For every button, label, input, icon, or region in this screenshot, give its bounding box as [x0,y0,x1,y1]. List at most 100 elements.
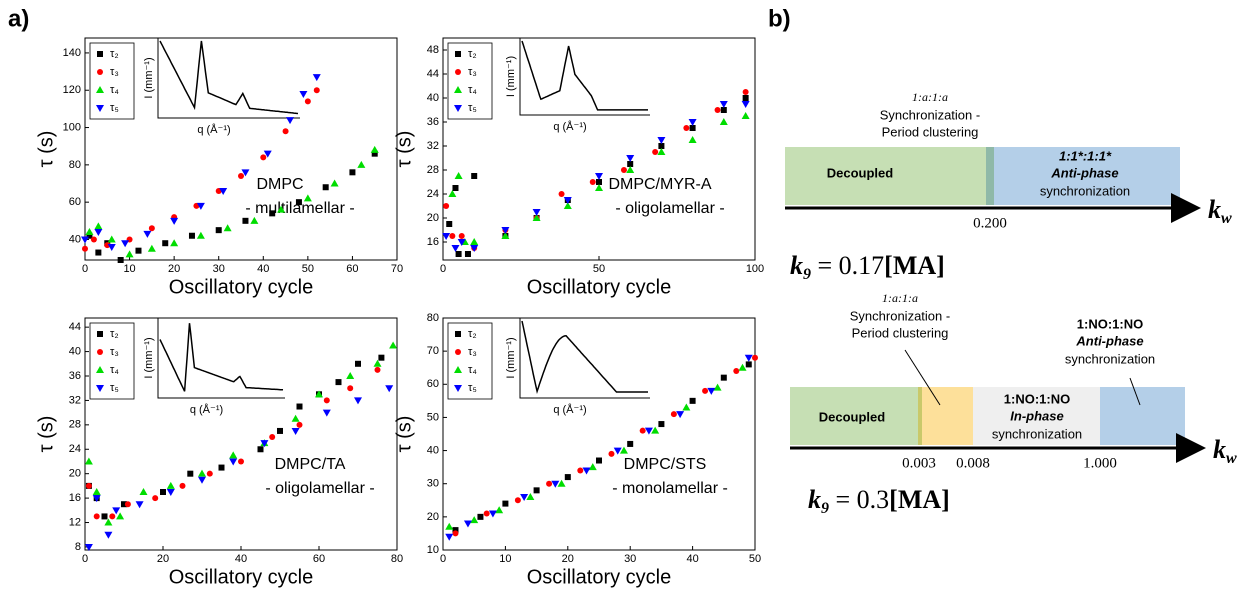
point [451,245,460,252]
legend-marker [454,105,462,112]
point [689,125,696,131]
point [304,98,311,105]
x-tick-label: 10 [499,553,511,565]
legend-label: τ₂ [110,48,119,60]
label: 1:NO:1:NO [1004,391,1070,406]
y-tick-label: 40 [69,233,81,245]
point [589,179,596,185]
point [644,427,653,435]
legend-marker [454,366,462,373]
point [471,173,478,179]
point [608,450,615,457]
x-axis-label: Oscillatory cycle [169,276,313,298]
y-tick-label: 30 [427,478,439,490]
point [620,167,627,173]
point [170,239,179,247]
point [551,480,560,488]
point [170,217,179,225]
axis-var: kw [1213,435,1237,467]
point [488,510,497,518]
point [720,374,727,381]
label: Synchronization - [850,308,950,323]
point [196,231,205,239]
point [85,228,94,236]
y-tick-label: 16 [427,236,439,248]
inset-y-label: I (mm⁻¹) [505,337,517,378]
point [582,467,591,475]
annotation: DMPC/TA [275,456,346,473]
point [107,235,116,243]
point [389,341,398,349]
point [577,467,584,474]
point [242,217,249,224]
point [374,366,381,373]
point [448,190,457,197]
point [238,458,244,465]
point [741,101,750,108]
point [85,482,92,489]
x-tick-label: 50 [749,553,761,565]
y-tick-label: 140 [63,47,81,59]
point [330,179,339,187]
point [315,390,323,398]
point [452,185,459,191]
y-tick-label: 32 [69,394,81,406]
point [250,216,259,224]
point [143,230,152,238]
plot-frame [442,317,756,551]
annotation: DMPC/STS [624,456,707,473]
point [322,409,331,417]
point [514,497,521,504]
point [215,227,222,234]
scatter-chart: 0 20 40 60 80 8 12 16 20 24 28 32 36 40 44 Oscillatory … [35,317,403,588]
label: synchronization [992,426,1082,441]
region-decoupled [790,387,920,445]
x-tick-label: 70 [391,263,403,275]
point [187,470,194,477]
x-tick-label: 20 [157,553,169,565]
region-in-phase [973,387,1100,445]
point [94,229,103,237]
y-tick-label: 40 [427,444,439,456]
point [93,513,100,520]
point [84,543,93,551]
point [124,501,131,508]
y-tick-label: 40 [69,345,81,357]
axis-var: kw [1208,195,1232,227]
point [445,533,454,541]
point [742,95,749,101]
inset-curve [159,40,299,115]
point [121,501,127,508]
point [188,232,195,239]
point [470,516,479,524]
point [470,245,479,252]
point [558,191,565,197]
point [657,137,666,144]
x-tick-label: 0 [440,553,446,565]
point [464,251,471,257]
point [596,457,602,464]
x-tick-label: 60 [313,553,325,565]
point [452,530,459,537]
point [312,74,321,82]
pointer [904,349,941,406]
point [81,236,89,244]
point [502,500,509,507]
point [658,143,665,149]
scatter-chart: 0 50 100 16 20 24 28 32 36 40 44 48 Oscillatory cycl… [393,37,764,298]
y-tick-label: 28 [427,164,439,176]
y-axis-label: τ (s) [393,131,415,168]
y-tick-label: 12 [69,516,81,528]
point [277,427,283,434]
tick-label: 0.008 [956,455,990,471]
point [229,451,238,459]
pointer [1129,377,1141,406]
x-tick-label: 30 [213,263,225,275]
annotation: DMPC/MYR-A [608,176,711,193]
region-anti-phase [994,147,1180,205]
tick-label: 0.003 [902,455,936,471]
y-tick-label: 44 [69,321,81,333]
x-tick-label: 20 [168,263,180,275]
region-clustering [922,387,973,445]
